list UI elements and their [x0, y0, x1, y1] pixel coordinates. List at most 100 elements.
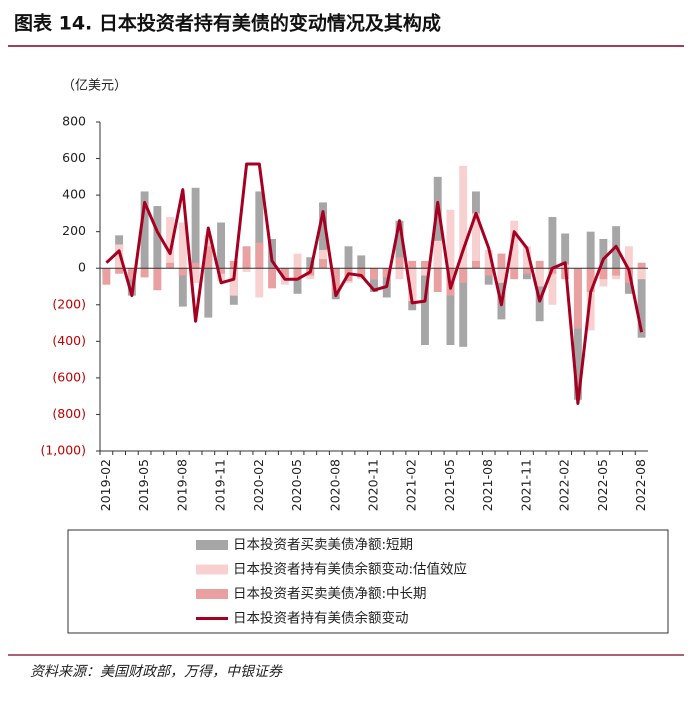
x-tick-label: 2019-02 [98, 459, 113, 511]
bar [535, 268, 544, 287]
y-tick-label: 0 [78, 260, 86, 275]
bar [535, 260, 544, 269]
bar [637, 262, 646, 269]
bar [586, 268, 595, 292]
bar [561, 233, 570, 269]
bar [153, 206, 162, 269]
bar [280, 268, 289, 278]
bar [382, 268, 391, 278]
bar [140, 268, 149, 278]
bar [217, 268, 226, 274]
bar [433, 268, 442, 292]
legend-swatch [196, 589, 228, 599]
bar [191, 262, 200, 269]
x-tick-label: 2019-08 [174, 459, 189, 511]
y-tick-label: (200) [52, 296, 86, 311]
bar [484, 268, 493, 276]
y-tick-label: 400 [62, 187, 86, 202]
bar [102, 268, 111, 285]
bar [268, 268, 276, 289]
bar [319, 202, 327, 269]
x-tick-label: 2021-02 [404, 459, 419, 511]
y-tick-label: (600) [52, 369, 86, 384]
bar [484, 249, 493, 269]
legend-label: 日本投资者持有美债余额变动 [233, 610, 409, 627]
source: 资料来源：美国财政部，万得，中银证券 [30, 664, 283, 680]
bar [395, 257, 404, 269]
bar [510, 268, 519, 280]
legend-swatch [196, 564, 228, 575]
x-tick-label: 2019-05 [136, 459, 151, 511]
bar [510, 220, 519, 269]
bar [433, 240, 442, 269]
bar [115, 268, 124, 274]
bar [459, 165, 468, 269]
bar [459, 268, 468, 347]
bar [459, 268, 468, 283]
bar [522, 268, 531, 274]
bar [599, 268, 608, 280]
bar [191, 268, 200, 283]
bar [408, 268, 417, 302]
bar [242, 268, 251, 272]
bar [127, 268, 136, 296]
legend-box [67, 529, 669, 634]
bar [178, 268, 187, 276]
bar [472, 260, 480, 269]
bar [293, 268, 302, 280]
bar [293, 253, 302, 269]
y-tick-label: 600 [62, 150, 86, 165]
bar [472, 213, 480, 269]
bar [306, 257, 315, 269]
bar [637, 268, 646, 280]
x-tick-label: 2020-08 [327, 459, 342, 511]
bar [573, 268, 582, 400]
y-axis-label: （亿美元） [62, 79, 127, 94]
bar [573, 268, 582, 329]
chart-title: 图表 14. 日本投资者持有美债的变动情况及其构成 [14, 12, 441, 35]
y-tick-label: (800) [52, 406, 86, 421]
legend-label: 日本投资者持有美债余额变动:估值效应 [233, 561, 467, 578]
bar [229, 268, 238, 296]
bar [522, 246, 531, 269]
bar [421, 260, 429, 269]
bar [140, 191, 149, 269]
bar [548, 268, 557, 305]
bar [255, 268, 264, 298]
x-tick-label: 2020-11 [366, 459, 381, 511]
bar [357, 268, 366, 278]
bar [408, 260, 417, 269]
y-tick-label: (1,000) [40, 443, 86, 458]
bar [255, 242, 264, 269]
bar [421, 268, 429, 345]
bar [293, 268, 302, 294]
line-series [105, 162, 644, 405]
bar [217, 268, 226, 282]
bar [370, 268, 378, 292]
bar [395, 268, 404, 280]
bar [229, 260, 238, 269]
legend-swatch [196, 540, 228, 550]
bar [637, 268, 646, 338]
bar [242, 246, 251, 269]
bar [204, 268, 213, 318]
bar [153, 268, 162, 291]
bar [421, 268, 429, 276]
x-tick-label: 2022-02 [557, 459, 572, 511]
bar [497, 268, 506, 283]
bar [178, 268, 187, 307]
x-tick-label: 2019-11 [213, 459, 228, 511]
bar [166, 217, 175, 269]
x-tick-label: 2022-08 [633, 459, 648, 511]
bar [127, 268, 136, 280]
bar [344, 246, 353, 269]
bar [484, 268, 493, 285]
bar [357, 255, 366, 269]
bar [191, 187, 200, 269]
bar [612, 268, 621, 276]
bar [446, 268, 455, 345]
bar [446, 209, 455, 269]
y-tick-label: (400) [52, 333, 86, 348]
bar [217, 222, 226, 269]
